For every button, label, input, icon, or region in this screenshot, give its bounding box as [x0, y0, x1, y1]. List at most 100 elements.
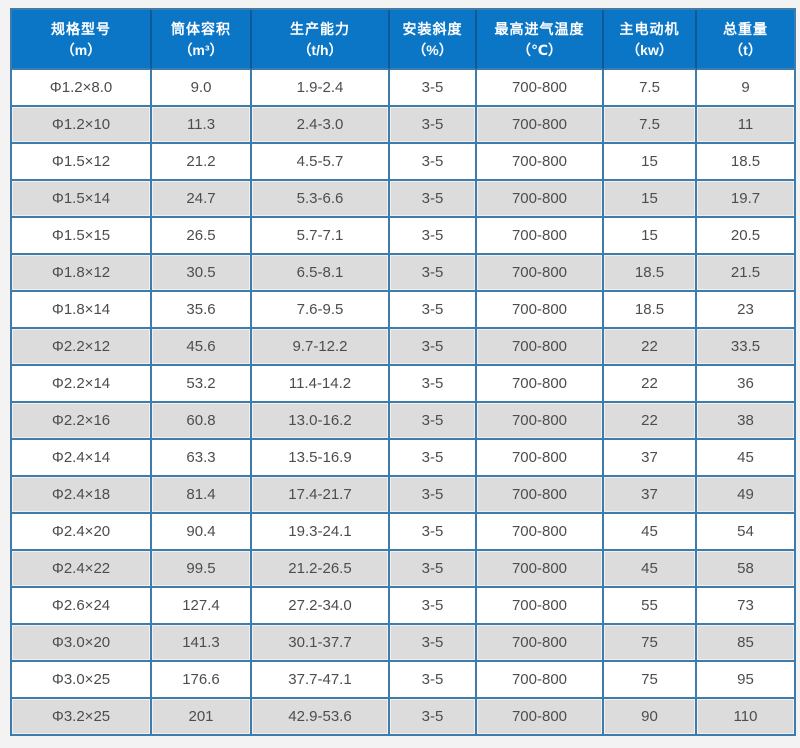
header-label: 安装斜度 — [402, 20, 463, 37]
table-cell: 11.4-14.2 — [252, 366, 390, 403]
table-cell: 3-5 — [390, 366, 477, 403]
header-label: 生产能力 — [290, 20, 350, 37]
table-cell: 90.4 — [152, 514, 252, 551]
table-cell: 19.7 — [697, 181, 794, 218]
table-cell: 45 — [604, 551, 697, 588]
table-cell: 7.5 — [604, 107, 697, 144]
table-cell: 60.8 — [152, 403, 252, 440]
table-cell: 3-5 — [390, 477, 477, 514]
table-cell: 95 — [697, 662, 794, 699]
table-cell: 11 — [697, 107, 794, 144]
table-cell: 5.3-6.6 — [252, 181, 390, 218]
table-row: Φ2.6×24 127.4 27.2-34.0 3-5 700-800 55 73 — [12, 588, 794, 625]
table-cell: 30.1-37.7 — [252, 625, 390, 662]
table-cell: 45.6 — [152, 329, 252, 366]
table-cell: 38 — [697, 403, 794, 440]
table-cell: 20.5 — [697, 218, 794, 255]
table-cell: 141.3 — [152, 625, 252, 662]
table-cell: 7.5 — [604, 70, 697, 107]
table-cell: 22 — [604, 329, 697, 366]
header-cell-slope: 安装斜度 （%） — [390, 10, 477, 70]
table-cell: 13.5-16.9 — [252, 440, 390, 477]
table-cell: 11.3 — [152, 107, 252, 144]
table-cell: 85 — [697, 625, 794, 662]
table-cell: 23 — [697, 292, 794, 329]
table-cell: 55 — [604, 588, 697, 625]
table-cell: 700-800 — [477, 107, 604, 144]
header-unit: （t） — [729, 41, 762, 58]
table-cell: 22 — [604, 403, 697, 440]
header-unit: （kw） — [626, 41, 673, 58]
table-cell: 37 — [604, 477, 697, 514]
table-cell: 75 — [604, 662, 697, 699]
table-row: Φ2.4×18 81.4 17.4-21.7 3-5 700-800 37 49 — [12, 477, 794, 514]
table-cell: 2.4-3.0 — [252, 107, 390, 144]
table-cell: Φ2.4×14 — [12, 440, 152, 477]
table-cell: 13.0-16.2 — [252, 403, 390, 440]
table-cell: Φ2.4×20 — [12, 514, 152, 551]
table-cell: 700-800 — [477, 255, 604, 292]
header-unit: （%） — [412, 41, 453, 58]
table-cell: 3-5 — [390, 625, 477, 662]
table-cell: 3-5 — [390, 403, 477, 440]
table-cell: 700-800 — [477, 662, 604, 699]
table-cell: 18.5 — [604, 292, 697, 329]
table-cell: 3-5 — [390, 107, 477, 144]
table-cell: 700-800 — [477, 70, 604, 107]
table-row: Φ2.2×16 60.8 13.0-16.2 3-5 700-800 22 38 — [12, 403, 794, 440]
header-label: 最高进气温度 — [494, 20, 585, 37]
table-cell: 3-5 — [390, 144, 477, 181]
table-cell: 45 — [604, 514, 697, 551]
table-cell: Φ2.6×24 — [12, 588, 152, 625]
table-cell: 3-5 — [390, 662, 477, 699]
header-label: 主电动机 — [619, 20, 680, 37]
table-row: Φ1.2×8.0 9.0 1.9-2.4 3-5 700-800 7.5 9 — [12, 70, 794, 107]
table-cell: 700-800 — [477, 181, 604, 218]
table-cell: 5.7-7.1 — [252, 218, 390, 255]
table-cell: 700-800 — [477, 588, 604, 625]
table-cell: 21.5 — [697, 255, 794, 292]
table-cell: 1.9-2.4 — [252, 70, 390, 107]
table-cell: Φ2.2×16 — [12, 403, 152, 440]
table-cell: Φ1.5×14 — [12, 181, 152, 218]
header-cell-model: 规格型号 （m） — [12, 10, 152, 70]
table-cell: Φ1.8×14 — [12, 292, 152, 329]
table-cell: 3-5 — [390, 181, 477, 218]
table-row: Φ3.0×20 141.3 30.1-37.7 3-5 700-800 75 85 — [12, 625, 794, 662]
table-cell: 37 — [604, 440, 697, 477]
table-cell: Φ1.5×15 — [12, 218, 152, 255]
table-cell: 81.4 — [152, 477, 252, 514]
table-cell: 3-5 — [390, 329, 477, 366]
table-cell: 27.2-34.0 — [252, 588, 390, 625]
table-cell: Φ1.2×8.0 — [12, 70, 152, 107]
table-cell: 22 — [604, 366, 697, 403]
table-cell: 45 — [697, 440, 794, 477]
table-row: Φ2.2×12 45.6 9.7-12.2 3-5 700-800 22 33.5 — [12, 329, 794, 366]
table-header: 规格型号 （m） 筒体容积 （m³） 生产能力 （t/h） 安装斜度 （%） 最… — [12, 10, 794, 70]
table-cell: 700-800 — [477, 625, 604, 662]
table-cell: 201 — [152, 699, 252, 734]
header-unit: （t/h） — [297, 41, 343, 58]
table-cell: Φ2.2×14 — [12, 366, 152, 403]
table-cell: Φ2.2×12 — [12, 329, 152, 366]
table-cell: 3-5 — [390, 292, 477, 329]
table-cell: 15 — [604, 144, 697, 181]
table-cell: 4.5-5.7 — [252, 144, 390, 181]
table-cell: 37.7-47.1 — [252, 662, 390, 699]
table-cell: 6.5-8.1 — [252, 255, 390, 292]
table-cell: 700-800 — [477, 440, 604, 477]
table-cell: 17.4-21.7 — [252, 477, 390, 514]
table-cell: 700-800 — [477, 292, 604, 329]
table-row: Φ3.0×25 176.6 37.7-47.1 3-5 700-800 75 95 — [12, 662, 794, 699]
table-row: Φ2.2×14 53.2 11.4-14.2 3-5 700-800 22 36 — [12, 366, 794, 403]
table-cell: 3-5 — [390, 255, 477, 292]
table-cell: 21.2 — [152, 144, 252, 181]
table-cell: 700-800 — [477, 551, 604, 588]
table-cell: 700-800 — [477, 144, 604, 181]
table-cell: Φ3.0×25 — [12, 662, 152, 699]
table-cell: 3-5 — [390, 588, 477, 625]
header-row: 规格型号 （m） 筒体容积 （m³） 生产能力 （t/h） 安装斜度 （%） 最… — [12, 10, 794, 70]
table-cell: 700-800 — [477, 403, 604, 440]
table-cell: 3-5 — [390, 514, 477, 551]
